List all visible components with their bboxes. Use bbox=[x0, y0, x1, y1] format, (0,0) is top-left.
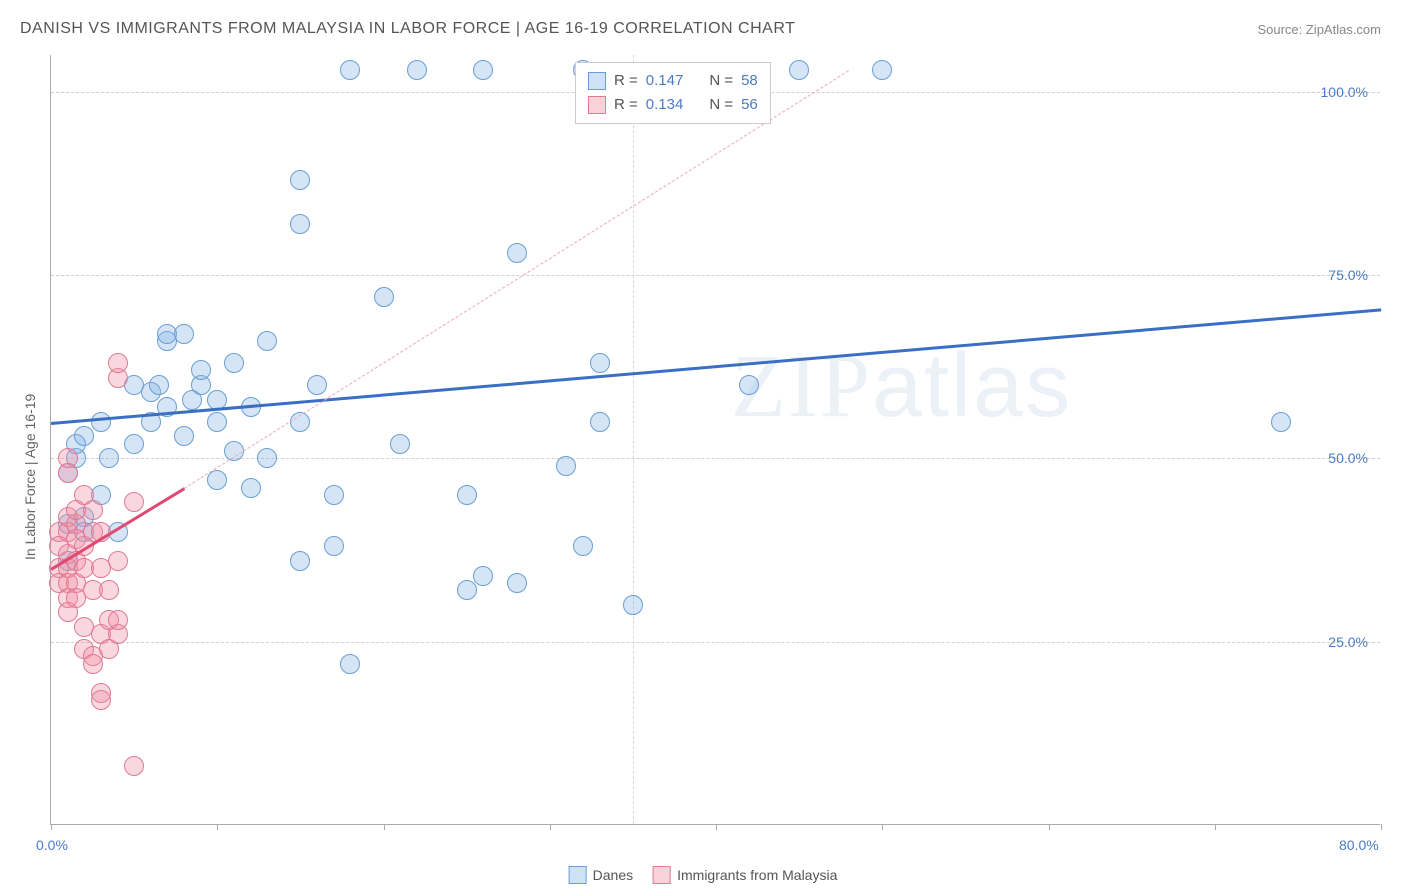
x-tick bbox=[882, 824, 883, 830]
n-label: N = bbox=[709, 69, 733, 93]
scatter-point[interactable] bbox=[224, 353, 244, 373]
swatch-blue-icon bbox=[588, 72, 606, 90]
scatter-point[interactable] bbox=[257, 448, 277, 468]
series-legend: Danes Immigrants from Malaysia bbox=[569, 866, 838, 884]
source-name[interactable]: ZipAtlas.com bbox=[1306, 22, 1381, 37]
scatter-point[interactable] bbox=[108, 551, 128, 571]
x-tick bbox=[217, 824, 218, 830]
r-label: R = bbox=[614, 93, 638, 117]
scatter-point[interactable] bbox=[290, 214, 310, 234]
trend-line-malaysia-extrapolated bbox=[184, 70, 850, 489]
scatter-point[interactable] bbox=[241, 478, 261, 498]
scatter-point[interactable] bbox=[174, 324, 194, 344]
x-tick-label: 0.0% bbox=[36, 837, 68, 853]
stats-row-malaysia: R = 0.134 N = 56 bbox=[588, 93, 758, 117]
x-tick bbox=[384, 824, 385, 830]
scatter-point[interactable] bbox=[290, 170, 310, 190]
x-tick bbox=[1215, 824, 1216, 830]
scatter-point[interactable] bbox=[390, 434, 410, 454]
scatter-point[interactable] bbox=[108, 353, 128, 373]
gridline-vertical bbox=[633, 55, 634, 824]
y-tick-label: 100.0% bbox=[1321, 84, 1368, 100]
swatch-blue-icon bbox=[569, 866, 587, 884]
legend-item-malaysia[interactable]: Immigrants from Malaysia bbox=[653, 866, 837, 884]
scatter-point[interactable] bbox=[324, 536, 344, 556]
stats-legend: R = 0.147 N = 58 R = 0.134 N = 56 bbox=[575, 62, 771, 124]
scatter-point[interactable] bbox=[91, 412, 111, 432]
gridline-horizontal bbox=[51, 458, 1380, 459]
scatter-point[interactable] bbox=[590, 353, 610, 373]
scatter-point[interactable] bbox=[108, 610, 128, 630]
y-tick-label: 75.0% bbox=[1328, 267, 1368, 283]
legend-label-malaysia: Immigrants from Malaysia bbox=[677, 867, 837, 883]
scatter-point[interactable] bbox=[407, 60, 427, 80]
scatter-point[interactable] bbox=[1271, 412, 1291, 432]
x-tick bbox=[51, 824, 52, 830]
n-value-malaysia: 56 bbox=[741, 93, 758, 117]
scatter-point[interactable] bbox=[207, 412, 227, 432]
scatter-point[interactable] bbox=[473, 566, 493, 586]
scatter-point[interactable] bbox=[457, 485, 477, 505]
scatter-point[interactable] bbox=[507, 573, 527, 593]
x-tick bbox=[550, 824, 551, 830]
scatter-point[interactable] bbox=[290, 551, 310, 571]
source-attribution: Source: ZipAtlas.com bbox=[1257, 22, 1381, 37]
scatter-point[interactable] bbox=[74, 426, 94, 446]
gridline-horizontal bbox=[51, 275, 1380, 276]
scatter-point[interactable] bbox=[623, 595, 643, 615]
scatter-point[interactable] bbox=[789, 60, 809, 80]
swatch-pink-icon bbox=[588, 96, 606, 114]
scatter-point[interactable] bbox=[556, 456, 576, 476]
chart-title: DANISH VS IMMIGRANTS FROM MALAYSIA IN LA… bbox=[20, 20, 795, 38]
plot-area: ZIPatlas 25.0%50.0%75.0%100.0%0.0%80.0% bbox=[50, 55, 1380, 825]
scatter-point[interactable] bbox=[340, 654, 360, 674]
y-tick-label: 50.0% bbox=[1328, 450, 1368, 466]
scatter-point[interactable] bbox=[91, 690, 111, 710]
scatter-point[interactable] bbox=[83, 654, 103, 674]
source-prefix: Source: bbox=[1257, 22, 1305, 37]
n-value-danes: 58 bbox=[741, 69, 758, 93]
scatter-point[interactable] bbox=[83, 500, 103, 520]
scatter-point[interactable] bbox=[257, 331, 277, 351]
y-axis-title: In Labor Force | Age 16-19 bbox=[22, 394, 38, 560]
scatter-point[interactable] bbox=[124, 756, 144, 776]
scatter-point[interactable] bbox=[207, 470, 227, 490]
scatter-point[interactable] bbox=[124, 492, 144, 512]
r-value-malaysia: 0.134 bbox=[646, 93, 684, 117]
scatter-point[interactable] bbox=[99, 448, 119, 468]
scatter-point[interactable] bbox=[573, 536, 593, 556]
legend-label-danes: Danes bbox=[593, 867, 633, 883]
scatter-point[interactable] bbox=[307, 375, 327, 395]
gridline-horizontal bbox=[51, 642, 1380, 643]
scatter-point[interactable] bbox=[340, 60, 360, 80]
stats-row-danes: R = 0.147 N = 58 bbox=[588, 69, 758, 93]
scatter-point[interactable] bbox=[872, 60, 892, 80]
scatter-point[interactable] bbox=[473, 60, 493, 80]
scatter-point[interactable] bbox=[99, 580, 119, 600]
x-tick bbox=[716, 824, 717, 830]
x-tick bbox=[1381, 824, 1382, 830]
scatter-point[interactable] bbox=[739, 375, 759, 395]
chart-container: DANISH VS IMMIGRANTS FROM MALAYSIA IN LA… bbox=[0, 0, 1406, 892]
y-tick-label: 25.0% bbox=[1328, 634, 1368, 650]
scatter-point[interactable] bbox=[507, 243, 527, 263]
r-value-danes: 0.147 bbox=[646, 69, 684, 93]
scatter-point[interactable] bbox=[457, 580, 477, 600]
x-tick bbox=[1049, 824, 1050, 830]
scatter-point[interactable] bbox=[58, 463, 78, 483]
trend-line-danes bbox=[51, 308, 1381, 424]
scatter-point[interactable] bbox=[124, 434, 144, 454]
x-tick-label: 80.0% bbox=[1339, 837, 1379, 853]
scatter-point[interactable] bbox=[590, 412, 610, 432]
scatter-point[interactable] bbox=[191, 360, 211, 380]
scatter-point[interactable] bbox=[174, 426, 194, 446]
n-label: N = bbox=[709, 93, 733, 117]
scatter-point[interactable] bbox=[149, 375, 169, 395]
swatch-pink-icon bbox=[653, 866, 671, 884]
r-label: R = bbox=[614, 69, 638, 93]
scatter-point[interactable] bbox=[374, 287, 394, 307]
legend-item-danes[interactable]: Danes bbox=[569, 866, 633, 884]
scatter-point[interactable] bbox=[324, 485, 344, 505]
